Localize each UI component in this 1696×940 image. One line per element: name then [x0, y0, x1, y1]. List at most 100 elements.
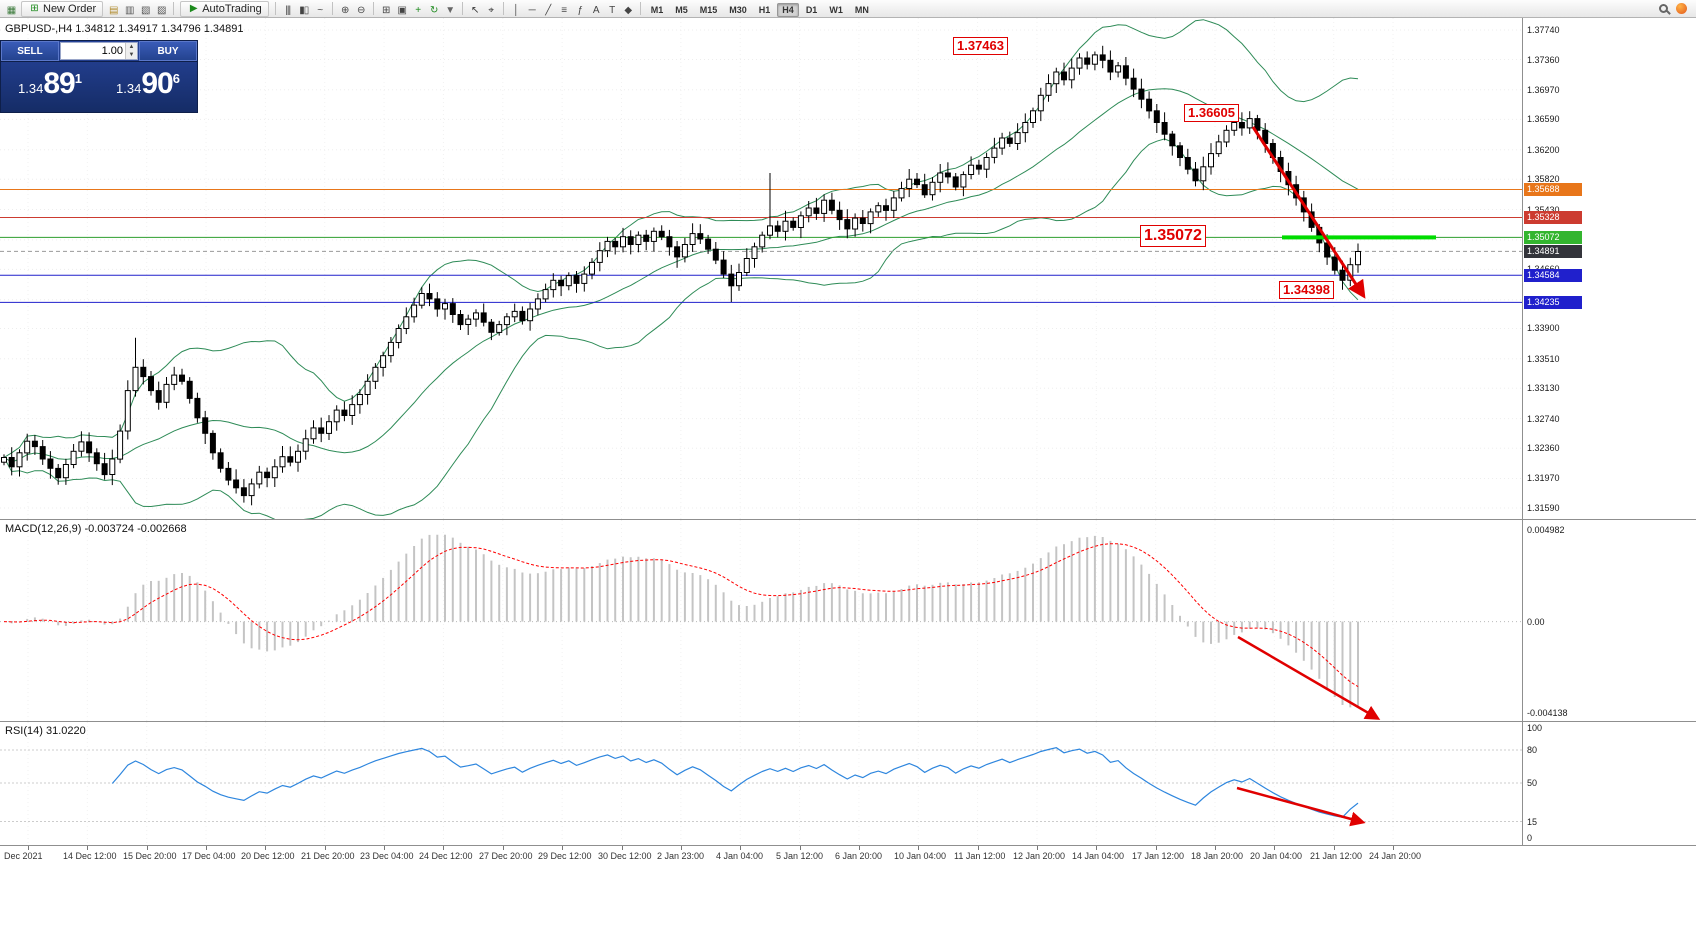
new-order-button[interactable]: ⊞ New Order [21, 0, 104, 17]
crosshair-icon[interactable]: ⌖ [488, 4, 494, 16]
buy-button[interactable]: BUY [139, 41, 197, 61]
templates-icon[interactable]: ▼ [445, 4, 455, 16]
macd-axis-label: 0.004982 [1527, 525, 1565, 535]
cascade-windows-icon[interactable]: ▣ [397, 4, 406, 16]
toolbar-separator [502, 2, 504, 15]
time-tick [1215, 846, 1216, 850]
trendline-icon[interactable]: ╱ [545, 4, 551, 16]
time-tick [325, 846, 326, 850]
price-axis-label: 1.36970 [1527, 85, 1560, 95]
time-axis-label: 2 Jan 23:00 [657, 851, 705, 861]
fibonacci-icon[interactable]: ƒ [577, 4, 583, 16]
time-tick [503, 846, 504, 850]
price-axis-label: 1.32360 [1527, 443, 1560, 453]
time-axis-label: 14 Jan 04:00 [1072, 851, 1125, 861]
arrows-icon[interactable]: ◆ [624, 4, 632, 16]
volume-down-icon[interactable]: ▼ [126, 51, 137, 59]
timeframe-m1[interactable]: M1 [650, 4, 664, 15]
time-axis-label: 24 Dec 12:00 [419, 851, 473, 861]
price-axis-label: 1.37360 [1527, 55, 1560, 65]
time-axis-label: 14 Dec 12:00 [63, 851, 117, 861]
time-axis-label: 27 Dec 20:00 [479, 851, 533, 861]
volume-up-icon[interactable]: ▲ [126, 43, 137, 51]
bollinger-bands [3, 19, 1359, 519]
price-axis[interactable]: 1.37740 1.37360 1.36970 1.36590 1.36200 1.358… [1522, 18, 1696, 520]
horizontal-line-icon[interactable]: ─ [528, 4, 536, 16]
toolbar-separator [274, 2, 276, 15]
indicators-icon[interactable]: + [415, 4, 421, 16]
autotrading-button[interactable]: ▶ AutoTrading [180, 0, 269, 17]
timeframe-d1[interactable]: D1 [805, 4, 818, 15]
market-watch-icon[interactable]: ▤ [108, 4, 118, 16]
rsi-axis-label: 50 [1527, 778, 1538, 788]
vertical-line-icon[interactable]: │ [513, 4, 519, 16]
bar-chart-icon[interactable]: ||| [285, 4, 291, 16]
rsi-indicator-pane[interactable]: RSI(14) 31.0220 [0, 722, 1522, 846]
price-tag: 1.35688 [1524, 183, 1582, 196]
volume-input[interactable] [61, 43, 125, 59]
navigator-icon[interactable]: ▧ [140, 4, 150, 16]
search-icon[interactable] [1659, 4, 1668, 13]
macd-label: MACD(12,26,9) -0.003724 -0.002668 [5, 523, 187, 535]
toolbar-separator [372, 2, 374, 15]
time-axis[interactable]: Dec 2021 14 Dec 12:00 15 Dec 20:00 17 Dec 0… [0, 846, 1696, 868]
ask-price: 1.34 90 6 [116, 67, 180, 100]
macd-axis-label: -0.004138 [1527, 708, 1568, 718]
time-tick [1274, 846, 1275, 850]
time-tick [1334, 846, 1335, 850]
price-axis-label: 1.31590 [1527, 503, 1560, 513]
data-window-icon[interactable]: ▥ [124, 4, 134, 16]
time-axis-label: 23 Dec 04:00 [360, 851, 414, 861]
time-axis-label: 17 Jan 12:00 [1132, 851, 1185, 861]
time-axis-label: 12 Jan 20:00 [1013, 851, 1066, 861]
sell-button[interactable]: SELL [1, 41, 59, 61]
cursor-icon[interactable]: ↖ [471, 4, 479, 16]
time-tick [740, 846, 741, 850]
text-icon[interactable]: A [592, 4, 600, 16]
zoom-in-icon[interactable]: ⊕ [341, 4, 349, 16]
price-axis-label: 1.35820 [1527, 174, 1560, 184]
time-tick [681, 846, 682, 850]
time-axis-label: 18 Jan 20:00 [1191, 851, 1244, 861]
price-axis-label: 1.32740 [1527, 414, 1560, 424]
tile-windows-icon[interactable]: ⊞ [382, 4, 390, 16]
volume-field: ▲ ▼ [60, 42, 138, 60]
rsi-axis-label: 0 [1527, 833, 1533, 843]
timeframe-h4[interactable]: H4 [777, 2, 799, 17]
price-axis-label: 1.36590 [1527, 114, 1560, 124]
macd-axis-label: 0.00 [1527, 617, 1545, 627]
macd-chart [0, 520, 1522, 721]
timeframe-m15[interactable]: M15 [699, 4, 718, 15]
notifications-icon[interactable] [1676, 3, 1687, 14]
timeframe-h1[interactable]: H1 [758, 4, 771, 15]
time-tick [147, 846, 148, 850]
terminal-icon[interactable]: ▨ [156, 4, 166, 16]
label-icon[interactable]: T [609, 4, 615, 16]
channel-icon[interactable]: ≡ [561, 4, 567, 16]
timeframe-m5[interactable]: M5 [675, 4, 688, 15]
refresh-icon[interactable]: ↻ [430, 4, 438, 16]
time-tick [87, 846, 88, 850]
zoom-out-icon[interactable]: ⊖ [357, 4, 365, 16]
candlestick-chart-icon[interactable]: ▮▯ [299, 4, 309, 16]
price-axis-label: 1.33900 [1527, 323, 1560, 333]
price-tag: 1.34891 [1524, 245, 1582, 258]
time-axis-label: 20 Dec 12:00 [241, 851, 295, 861]
price-chart-pane[interactable]: GBPUSD-,H4 1.34812 1.34917 1.34796 1.348… [0, 18, 1522, 520]
time-tick [384, 846, 385, 850]
time-axis-label: 21 Jan 12:00 [1310, 851, 1363, 861]
price-axis-label: 1.37740 [1527, 25, 1560, 35]
macd-indicator-pane[interactable]: MACD(12,26,9) -0.003724 -0.002668 [0, 520, 1522, 722]
downtrend-arrow [1251, 126, 1366, 299]
macd-signal-line [3, 543, 1359, 688]
macd-histogram [10, 534, 1359, 708]
time-tick [859, 846, 860, 850]
timeframe-w1[interactable]: W1 [829, 4, 843, 15]
time-tick [28, 846, 29, 850]
new-chart-icon[interactable]: ▦ [6, 4, 16, 16]
timeframe-mn[interactable]: MN [854, 4, 869, 15]
timeframe-m30[interactable]: M30 [729, 4, 747, 15]
line-chart-icon[interactable]: ~ [317, 4, 323, 16]
time-tick [443, 846, 444, 850]
